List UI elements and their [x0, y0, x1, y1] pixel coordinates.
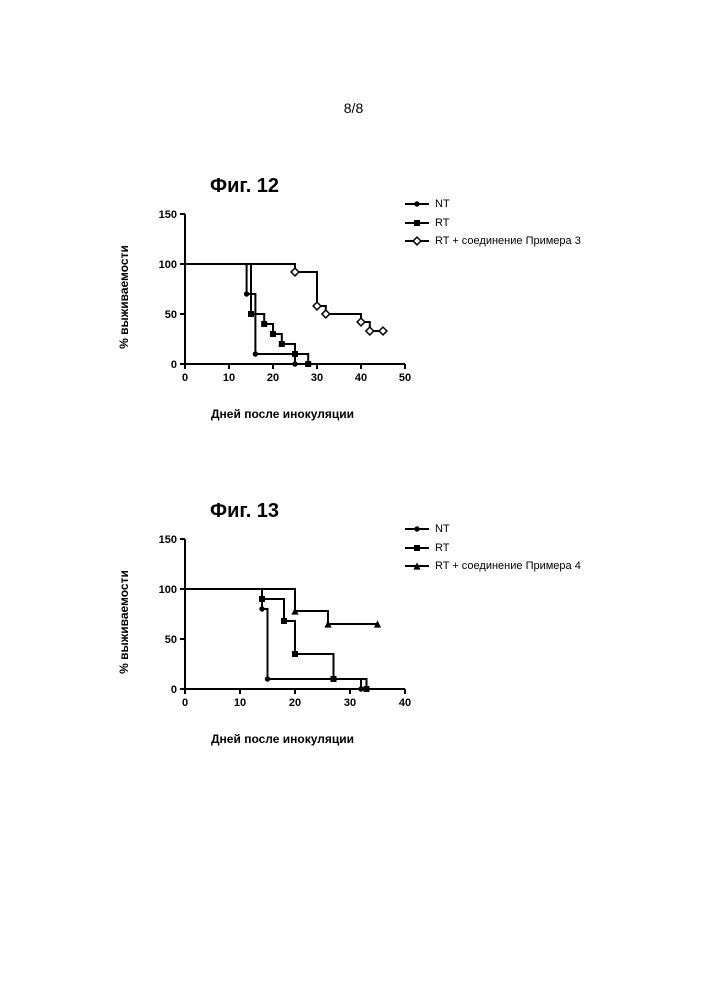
fig13-ylabel: % выживаемости — [117, 570, 131, 674]
legend-item: RT — [405, 215, 581, 232]
svg-text:0: 0 — [171, 684, 177, 696]
legend-item: NT — [405, 521, 581, 538]
fig13-legend: NT RTRT + соединение Примера 4 — [405, 521, 581, 577]
fig13-plot-svg: 0 10 20 30 40 0 50 100 150 — [150, 529, 415, 714]
svg-text:100: 100 — [159, 259, 177, 271]
svg-text:40: 40 — [355, 372, 367, 384]
fig12-legend: NT RTRT + соединение Примера 3 — [405, 196, 581, 252]
square-filled-icon — [405, 217, 429, 229]
figure-12: Фиг. 12 % выживаемости Дней после инокул… — [150, 175, 415, 389]
fig12-ićiſurvival-chart: % выживаемости Дней после инокуляции 010… — [150, 204, 415, 389]
figure-13: Фиг. 13 % выживаемости Дней после инокул… — [150, 500, 415, 714]
legend-item: NT — [405, 196, 581, 213]
legend-label: NT — [435, 196, 450, 213]
diamond-open-icon — [405, 235, 429, 247]
svg-text:50: 50 — [399, 372, 411, 384]
legend-label: NT — [435, 521, 450, 538]
fig12-ylabel: % выживаемости — [117, 245, 131, 349]
svg-text:20: 20 — [267, 372, 279, 384]
svg-text:0: 0 — [182, 697, 188, 709]
svg-text:0: 0 — [171, 359, 177, 371]
fig13-title: Фиг. 13 — [210, 500, 415, 523]
page-number: 8/8 — [0, 100, 707, 116]
fig12-title: Фиг. 12 — [210, 175, 415, 198]
svg-text:20: 20 — [289, 697, 301, 709]
svg-text:30: 30 — [344, 697, 356, 709]
legend-label: RT — [435, 540, 449, 557]
svg-text:100: 100 — [159, 584, 177, 596]
legend-label: RT + соединение Примера 3 — [435, 233, 581, 250]
svg-text:30: 30 — [311, 372, 323, 384]
svg-text:40: 40 — [399, 697, 411, 709]
fig12-plot-svg: 0 10 20 30 40 50 0 50 100 150 — [150, 204, 415, 389]
square-filled-icon — [405, 542, 429, 554]
svg-text:50: 50 — [165, 309, 177, 321]
fig12-xlabel: Дней после инокуляции — [211, 407, 354, 421]
svg-text:10: 10 — [223, 372, 235, 384]
circle-filled-icon — [405, 523, 429, 535]
svg-text:150: 150 — [159, 209, 177, 221]
svg-text:50: 50 — [165, 634, 177, 646]
fig13-xlabel: Дней после инокуляции — [211, 732, 354, 746]
legend-label: RT — [435, 215, 449, 232]
legend-item: RT + соединение Примера 4 — [405, 558, 581, 575]
svg-text:150: 150 — [159, 534, 177, 546]
svg-text:0: 0 — [182, 372, 188, 384]
legend-item: RT — [405, 540, 581, 557]
triangle-filled-icon — [405, 560, 429, 572]
legend-item: RT + соединение Примера 3 — [405, 233, 581, 250]
fig13-survival-chart: % выживаемости Дней после инокуляции 010… — [150, 529, 415, 714]
circle-filled-icon — [405, 198, 429, 210]
page: 8/8 Фиг. 12 % выживаемости Дней после ин… — [0, 0, 707, 1000]
legend-label: RT + соединение Примера 4 — [435, 558, 581, 575]
svg-text:10: 10 — [234, 697, 246, 709]
